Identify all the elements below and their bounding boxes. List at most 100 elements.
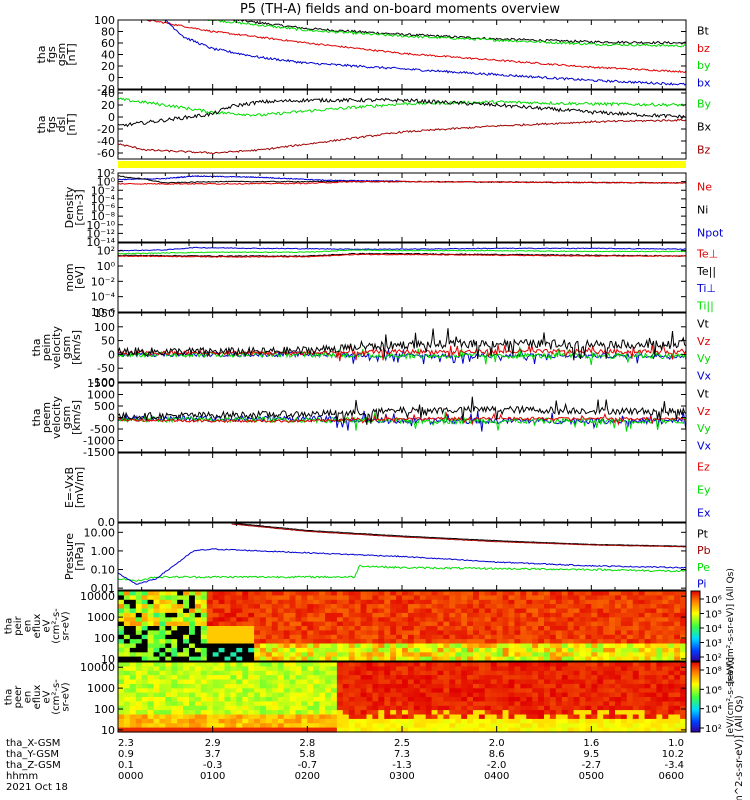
legend-bz: Bz [697, 144, 711, 157]
spec-cell [384, 639, 391, 645]
spec-cell [218, 634, 226, 640]
spec-cell [348, 656, 356, 662]
spec-cell [331, 727, 338, 733]
spec-cell [254, 705, 261, 711]
spec-cell [230, 626, 237, 631]
y-tick-label: 10⁻¹⁰ [86, 219, 115, 232]
spec-cell [544, 656, 551, 662]
spec-cell [615, 656, 622, 662]
spec-cell [307, 701, 314, 707]
spec-cell [118, 652, 125, 658]
spec-cell [366, 727, 373, 733]
spec-cell [585, 617, 592, 623]
spec-cell [603, 701, 610, 707]
spec-cell [360, 634, 368, 640]
spec-cell [502, 608, 510, 614]
spec-cell [585, 604, 592, 610]
spec-cell [496, 705, 504, 711]
spec-cell [200, 666, 208, 672]
spec-cell [496, 643, 504, 649]
spec-cell [591, 679, 598, 685]
spec-cell [242, 626, 249, 631]
spec-cell [301, 595, 308, 601]
spec-cell [212, 634, 220, 640]
spec-cell [508, 670, 515, 676]
spec-cell [141, 727, 149, 733]
spec-cell [668, 683, 675, 689]
spec-cell [526, 670, 533, 676]
spec-cell [212, 710, 220, 716]
spec-cell [461, 714, 468, 720]
legend-vx: Vx [697, 439, 712, 452]
spec-cell [153, 670, 160, 676]
spec-cell [200, 639, 208, 645]
spec-cell [520, 705, 527, 711]
spec-cell [301, 647, 308, 653]
spec-cell [183, 697, 190, 702]
spec-cell [615, 621, 622, 627]
spec-cell [366, 604, 373, 610]
spec-cell [484, 688, 492, 694]
spec-cell [407, 683, 415, 689]
spec-cell [431, 626, 439, 631]
spec-cell [620, 666, 628, 672]
spec-cell [668, 692, 675, 698]
x-tick-label: 0600 [659, 771, 684, 782]
spec-cell [248, 714, 255, 720]
spec-cell [603, 666, 610, 672]
spec-cell [218, 683, 226, 689]
spec-cell [123, 714, 131, 720]
spec-cell [325, 621, 332, 627]
spec-cell [544, 621, 551, 627]
spec-cell [402, 692, 409, 698]
spec-cell [313, 595, 320, 601]
spec-cell [508, 604, 515, 610]
spec-cell [615, 710, 622, 716]
spec-cell [585, 626, 592, 631]
spec-cell [289, 670, 297, 676]
spec-cell [260, 608, 267, 614]
spec-cell [455, 675, 462, 681]
spec-cell [123, 626, 131, 631]
spec-cell [526, 639, 533, 645]
spec-cell [135, 599, 143, 605]
y-tick-label: -20 [97, 83, 115, 96]
spec-cell [443, 679, 450, 685]
spec-cell [544, 714, 551, 720]
spec-cell [396, 604, 403, 610]
spec-cell [384, 612, 391, 618]
spec-cell [390, 675, 397, 681]
spec-cell [591, 697, 598, 702]
spec-cell [532, 683, 539, 689]
spec-cell [502, 705, 510, 711]
spec-cell [615, 630, 622, 636]
ephemeris-value: 5.8 [299, 749, 315, 760]
spec-cell [609, 710, 616, 716]
spec-cell [532, 727, 539, 733]
spec-cell [183, 662, 190, 667]
spec-cell [177, 621, 184, 627]
spec-cell [473, 705, 480, 711]
spec-cell [135, 683, 143, 689]
spec-cell [544, 652, 551, 658]
spec-cell [159, 608, 166, 614]
spec-cell [425, 688, 433, 694]
spec-cell [502, 718, 510, 724]
spec-cell [354, 612, 362, 618]
spec-cell [295, 670, 302, 676]
spec-cell [549, 670, 557, 676]
spec-cell [254, 670, 261, 676]
spec-cell [319, 701, 326, 707]
spec-cell [384, 718, 391, 724]
spec-cell [354, 666, 362, 672]
spec-cell [526, 643, 533, 649]
spec-cell [254, 617, 261, 623]
spec-cell [478, 643, 486, 649]
spec-cell [194, 612, 202, 618]
spec-cell [656, 688, 663, 694]
spec-cell [603, 679, 610, 685]
spec-cell [348, 714, 356, 720]
spec-cell [366, 675, 373, 681]
spec-cell [194, 647, 202, 653]
colorbar-label: [eV/(cm²-s-sr-eV)] (All Qs) [726, 568, 736, 684]
